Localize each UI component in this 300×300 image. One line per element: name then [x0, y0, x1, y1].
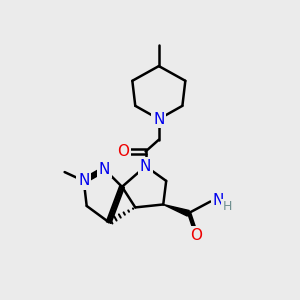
Text: H: H [223, 200, 232, 213]
Text: N: N [78, 173, 89, 188]
Text: N: N [99, 162, 110, 177]
Text: O: O [190, 228, 202, 243]
Text: N: N [140, 159, 151, 174]
Text: N: N [213, 193, 224, 208]
Text: N: N [153, 112, 164, 127]
Polygon shape [163, 205, 189, 216]
Text: O: O [118, 144, 130, 159]
